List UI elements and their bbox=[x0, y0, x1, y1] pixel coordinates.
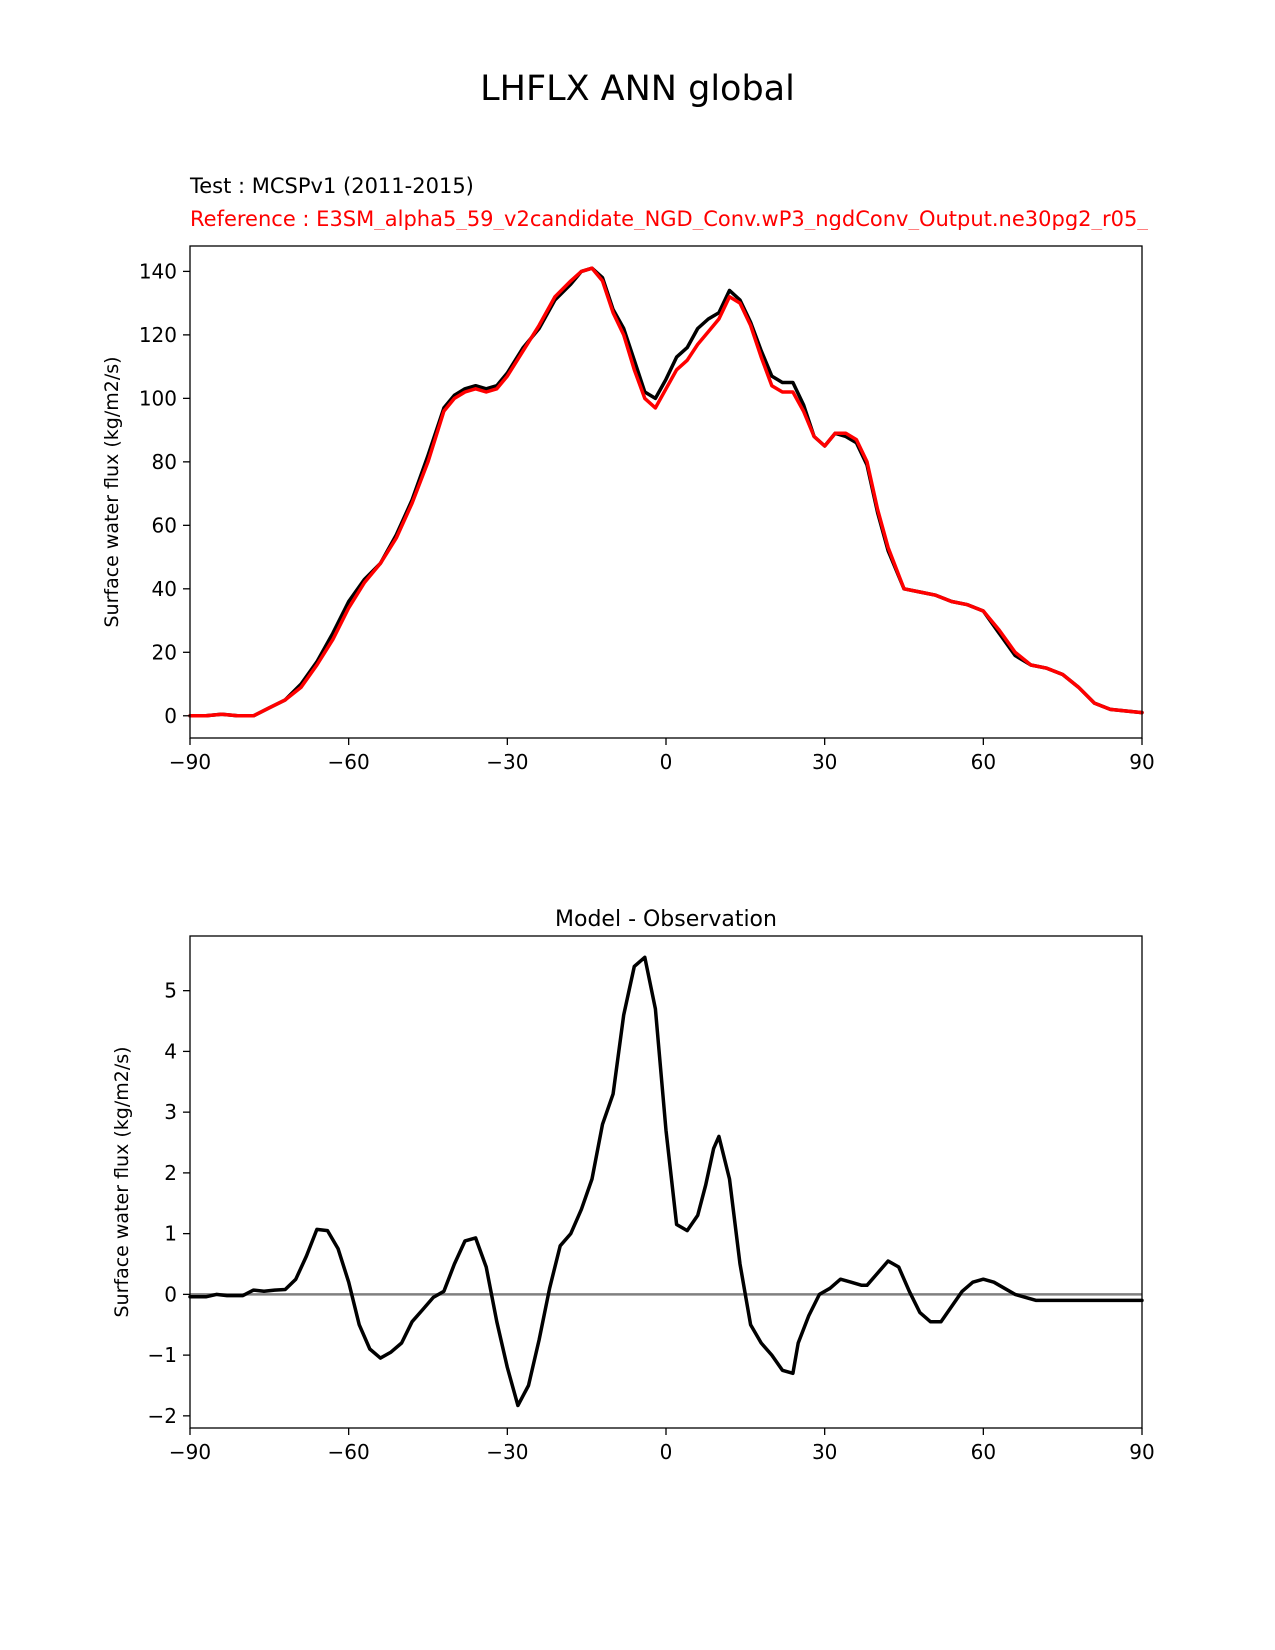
bottom-plot-difference-line bbox=[188, 955, 1144, 1408]
top-plot-reference-line bbox=[188, 266, 1144, 718]
top-plot-ytick-label: 100 bbox=[139, 386, 177, 410]
figure-title: LHFLX ANN global bbox=[480, 69, 795, 109]
bottom-plot-ytick-label: 4 bbox=[164, 1039, 177, 1063]
top-plot-xtick-label: −90 bbox=[169, 750, 211, 774]
bottom-plot-ytick-label: 5 bbox=[164, 979, 177, 1003]
bottom-plot-axes-frame bbox=[189, 935, 1143, 1429]
top-plot-xtick-label: −60 bbox=[328, 750, 370, 774]
bottom-plot-xtick-label: −30 bbox=[486, 1440, 528, 1464]
top-plot-xtick-label: 90 bbox=[1129, 750, 1154, 774]
reference-label: Reference : E3SM_alpha5_59_v2candidate_N… bbox=[190, 209, 1148, 230]
bottom-plot-ytick-label: 2 bbox=[164, 1161, 177, 1185]
top-plot-xtick-label: 30 bbox=[812, 750, 837, 774]
top-plot-ytick-label: 40 bbox=[152, 577, 177, 601]
bottom-plot-ylabel: Surface water flux (kg/m2/s) bbox=[111, 1046, 133, 1317]
bottom-plot-title: Model - Observation bbox=[555, 907, 777, 932]
bottom-plot-ytick-label: 1 bbox=[164, 1222, 177, 1246]
bottom-plot-xtick-label: 60 bbox=[971, 1440, 996, 1464]
bottom-plot-xtick-label: 30 bbox=[812, 1440, 837, 1464]
top-plot-ytick-label: 20 bbox=[152, 640, 177, 664]
test-label: Test : MCSPv1 (2011-2015) bbox=[190, 174, 474, 198]
top-plot-xtick-label: 0 bbox=[660, 750, 673, 774]
top-plot-xtick-label: 60 bbox=[971, 750, 996, 774]
top-plot-ytick-label: 0 bbox=[164, 704, 177, 728]
top-plot-ytick-label: 60 bbox=[152, 513, 177, 537]
bottom-plot-ytick-label: −1 bbox=[148, 1343, 177, 1367]
bottom-plot-xtick-label: 0 bbox=[660, 1440, 673, 1464]
top-plot-xtick-label: −30 bbox=[486, 750, 528, 774]
top-plot-ytick-label: 140 bbox=[139, 259, 177, 283]
bottom-plot-xtick-label: 90 bbox=[1129, 1440, 1154, 1464]
bottom-plot-xtick-label: −90 bbox=[169, 1440, 211, 1464]
top-plot-ytick-label: 80 bbox=[152, 450, 177, 474]
top-plot-axes-frame bbox=[189, 245, 1143, 739]
top-plot-test-line bbox=[188, 266, 1144, 718]
bottom-plot-ytick-label: 0 bbox=[164, 1282, 177, 1306]
bottom-plot-ytick-label: −2 bbox=[148, 1404, 177, 1428]
top-plot-ylabel: Surface water flux (kg/m2/s) bbox=[101, 356, 123, 627]
bottom-plot-xtick-label: −60 bbox=[328, 1440, 370, 1464]
bottom-plot-ytick-label: 3 bbox=[164, 1100, 177, 1124]
top-plot-ytick-label: 120 bbox=[139, 323, 177, 347]
